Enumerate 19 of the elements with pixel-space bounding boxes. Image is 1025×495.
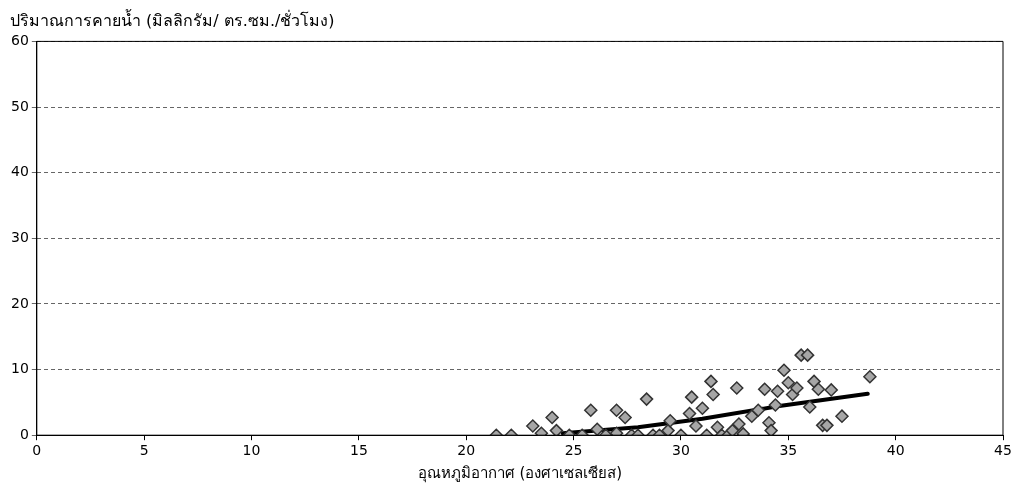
y-tick-label: 60: [10, 32, 29, 49]
x-tick-label: 30: [672, 442, 690, 459]
x-tick-label: 5: [139, 442, 149, 459]
x-tick-label: 35: [779, 442, 798, 459]
y-tick-label: 30: [10, 228, 29, 245]
x-tick-label: 45: [994, 442, 1012, 459]
x-tick-label: 40: [886, 442, 905, 459]
y-tick-label: 40: [10, 163, 29, 180]
x-tick-label: 0: [32, 442, 42, 459]
x-tick-label: 15: [349, 442, 368, 459]
y-tick-label: 20: [10, 294, 29, 311]
x-axis-title: อุณหภูมิอากาศ (องศาเซลเซียส): [417, 463, 623, 483]
y-axis-title: ปริมาณการคายน้ำ (มิลลิกรัม/ ตร.ซม./ชั่วโมง): [9, 8, 336, 30]
y-tick-label: 50: [10, 97, 29, 114]
x-tick-label: 10: [242, 442, 261, 459]
y-tick-label: 0: [19, 425, 29, 442]
x-tick-label: 20: [457, 442, 476, 459]
x-tick-label: 25: [564, 442, 583, 459]
y-tick-label: 10: [10, 360, 29, 377]
